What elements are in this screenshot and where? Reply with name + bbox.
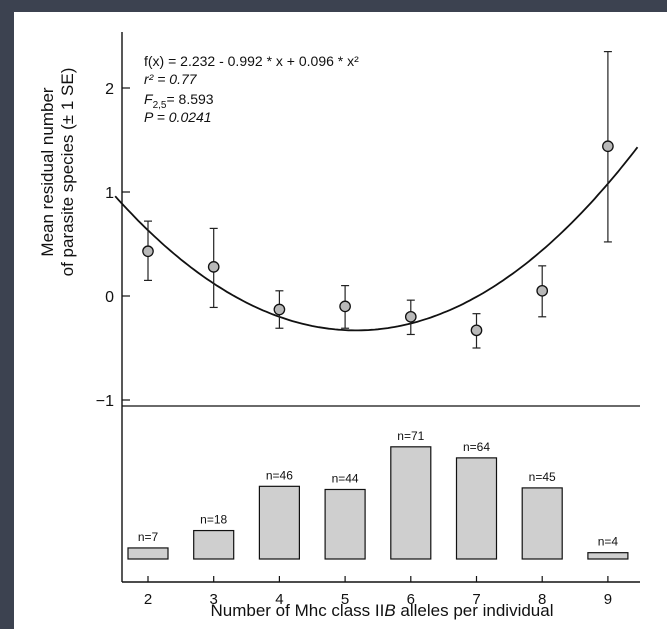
- equation-label: f(x) = 2.232 - 0.992 * x + 0.096 * x²: [144, 53, 359, 69]
- f-stat-label: F2,5= 8.593: [144, 91, 214, 111]
- bar-3: [193, 529, 235, 560]
- y-axis-title-line1: Mean residual number: [38, 87, 57, 256]
- bar-2: [127, 547, 169, 560]
- x-axis-title: Number of Mhc class IIB alleles per indi…: [211, 601, 554, 620]
- data-point-2: [142, 245, 154, 258]
- bar-6: [390, 446, 432, 560]
- bar-9: [587, 552, 629, 560]
- data-point-3: [207, 261, 220, 273]
- x-axis-title-suffix: alleles per individual: [396, 601, 554, 620]
- y-axis-title-line2: of parasite species (± 1 SE): [58, 68, 77, 277]
- bar-label-2: n=7: [138, 530, 159, 544]
- x-axis-title-prefix: Number of Mhc class II: [211, 601, 385, 620]
- y-tick-label-3: −1: [96, 393, 114, 410]
- x-tick-label-7: 7: [472, 591, 480, 608]
- bar-4: [258, 485, 300, 560]
- y-tick-label-1: 1: [105, 185, 114, 202]
- x-axis-title-italic: B: [384, 601, 395, 620]
- figure-frame: Mean residual number of parasite species…: [14, 12, 667, 629]
- p-value-label: P = 0.0241: [144, 109, 212, 125]
- data-point-9: [602, 140, 614, 153]
- data-point-7: [470, 324, 483, 337]
- bar-label-9: n=4: [598, 535, 619, 549]
- x-tick-label-8: 8: [538, 591, 546, 608]
- y-tick-label-2: 0: [105, 289, 114, 306]
- r2-label: r² = 0.77: [144, 71, 198, 87]
- bar-label-3: n=18: [200, 513, 227, 527]
- x-tick-label-3: 3: [210, 591, 218, 608]
- bar-label-8: n=45: [529, 470, 556, 484]
- bar-label-4: n=46: [266, 468, 293, 482]
- fit-annotations: f(x) = 2.232 - 0.992 * x + 0.096 * x² r²…: [144, 53, 359, 125]
- y-tick-label-0: 2: [105, 81, 114, 98]
- chart-svg: Mean residual number of parasite species…: [38, 32, 640, 620]
- x-tick-label-5: 5: [341, 591, 349, 608]
- x-tick-label-9: 9: [604, 591, 612, 608]
- x-tick-label-2: 2: [144, 591, 152, 608]
- fit-curve: [114, 146, 639, 332]
- x-tick-label-6: 6: [407, 591, 415, 608]
- plot-layer: 2 1 0 −1 2 3 4 5 6 7 8 9 n=7 n=18 n=46 n=44 n=71 n=64 n=45…: [96, 50, 639, 608]
- bar-8: [521, 487, 563, 560]
- axes-group: [121, 32, 640, 583]
- y-axis-title: Mean residual number of parasite species…: [38, 68, 77, 277]
- bar-label-5: n=44: [332, 471, 359, 485]
- bar-label-6: n=71: [397, 429, 424, 443]
- data-point-4: [273, 303, 286, 316]
- bar-label-7: n=64: [463, 440, 490, 454]
- x-tick-label-4: 4: [275, 591, 283, 608]
- bar-5: [324, 488, 366, 560]
- data-point-8: [536, 284, 549, 297]
- data-point-6: [404, 310, 417, 323]
- bar-7: [455, 457, 498, 560]
- data-point-5: [339, 300, 351, 313]
